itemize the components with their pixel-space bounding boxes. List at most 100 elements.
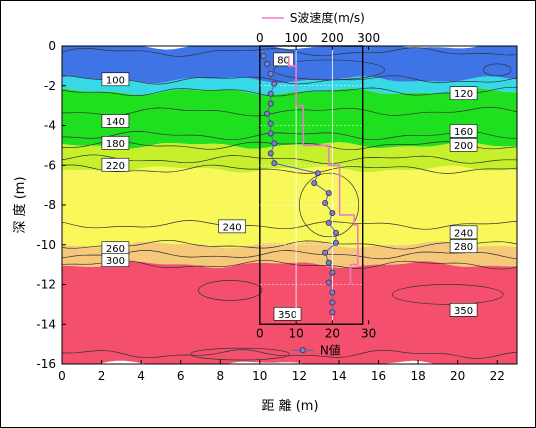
contour-label-box <box>218 219 246 234</box>
n-value-point <box>325 190 332 197</box>
n-value-point <box>322 249 329 256</box>
x-axis-ticks: 0 2 4 6 8 10 12 14 16 18 20 22 <box>58 360 505 383</box>
contour-loop <box>273 59 385 81</box>
n-value-point <box>325 279 332 286</box>
contour-label: 350 <box>454 306 473 317</box>
n-value-point <box>267 70 274 77</box>
contour-label-box <box>449 138 478 152</box>
contour-line <box>62 349 517 359</box>
y-tick-label: -4 <box>44 119 56 133</box>
contour-label-box <box>449 86 478 100</box>
contour-band <box>62 165 517 249</box>
contour-label-box <box>449 124 478 138</box>
n-value-point <box>311 180 318 187</box>
y-tick-label: -8 <box>44 198 56 212</box>
n-value-point <box>325 219 332 226</box>
x-tick-label: 10 <box>252 369 267 383</box>
contour-band <box>62 141 517 173</box>
contour-label: 220 <box>106 161 125 172</box>
legend-vs-label: S波速度(m/s) <box>290 10 365 25</box>
contour-label-box <box>449 225 478 240</box>
contour-loop <box>483 63 512 77</box>
n-value-point <box>332 229 339 236</box>
contour-line <box>62 47 517 57</box>
n-value-point <box>314 170 321 177</box>
contour-label: 80 <box>277 55 290 66</box>
contour-label: 240 <box>223 222 242 233</box>
n-value-point <box>325 259 332 266</box>
inset-box <box>259 45 364 325</box>
y-tick-label: -14 <box>36 317 56 331</box>
contour-label-box <box>273 307 302 321</box>
x-axis-label: 距 離 (m) <box>261 399 318 414</box>
contour-label-box <box>101 114 130 128</box>
n-value-point <box>267 130 274 137</box>
contour-bands <box>62 46 517 364</box>
contour-label-box <box>101 136 130 150</box>
legend-n-swatch-point <box>299 347 306 354</box>
x-tick-label: 0 <box>58 369 66 383</box>
contour-label-box <box>449 303 478 317</box>
x-tick-label: 18 <box>410 369 425 383</box>
x-tick-label: 14 <box>331 369 346 383</box>
contour-label: 100 <box>106 75 125 86</box>
x-tick-label: 22 <box>490 369 505 383</box>
contour-label: 260 <box>106 244 125 255</box>
y-tick-label: 0 <box>48 39 56 53</box>
y-tick-label: -16 <box>36 357 56 371</box>
inset-top-tick-label: 300 <box>357 31 380 45</box>
contour-loop <box>392 284 504 305</box>
inset-top-tick-label: 0 <box>256 31 264 45</box>
n-value-point <box>329 309 336 316</box>
x-tick-label: 12 <box>292 369 307 383</box>
x-tick-label: 16 <box>371 369 386 383</box>
inset-top-tick-label: 100 <box>285 31 308 45</box>
n-value-point <box>322 200 329 207</box>
contour-label: 200 <box>454 141 473 152</box>
n-value-point <box>329 289 336 296</box>
contour-band <box>62 88 517 149</box>
contour-label: 140 <box>106 117 125 128</box>
x-tick-label: 2 <box>98 369 106 383</box>
contour-label: 180 <box>106 139 125 150</box>
inset-profile: 0 100 200 300 0 10 20 30 S波速度(m/s) N値 <box>256 10 380 357</box>
contour-label-box <box>101 157 130 172</box>
inset-bottom-tick-label: 20 <box>325 326 340 340</box>
y-axis-ticks: 0 -2 -4 -6 -8 -10 -12 -14 -16 <box>36 39 66 371</box>
n-value-point <box>260 52 267 59</box>
n-value-point <box>267 90 274 97</box>
contour-label: 300 <box>106 256 125 267</box>
vs-profile-line <box>288 55 359 285</box>
n-value-point <box>264 60 271 67</box>
n-value-point <box>329 269 336 276</box>
y-tick-label: -2 <box>44 79 56 93</box>
n-value-point <box>271 160 278 167</box>
inset-bottom-tick-label: 0 <box>256 326 264 340</box>
contour-line <box>62 106 517 117</box>
n-value-point <box>271 80 278 87</box>
contour-loop <box>299 172 360 238</box>
contour-label-box <box>101 72 130 87</box>
n-value-point <box>267 120 274 127</box>
n-value-point <box>332 239 339 246</box>
n-value-point <box>267 100 274 107</box>
inset-top-tick-label: 200 <box>321 31 344 45</box>
contour-line <box>62 220 517 230</box>
contour-label: 240 <box>454 228 473 239</box>
y-tick-label: -12 <box>36 278 56 292</box>
n-value-point <box>271 140 278 147</box>
contour-label: 160 <box>454 127 473 138</box>
n-value-point <box>264 110 271 117</box>
legend-n-label: N値 <box>320 342 341 357</box>
x-tick-label: 8 <box>216 369 224 383</box>
x-tick-label: 20 <box>450 369 465 383</box>
y-tick-label: -6 <box>44 158 56 172</box>
contour-loop <box>190 347 290 361</box>
n-value-point <box>267 150 274 157</box>
n-value-point <box>329 209 336 216</box>
x-tick-label: 4 <box>137 369 145 383</box>
contour-labels: 80 100 120 140 160 180 200 220 240 240 260 280 300 35… <box>101 52 478 321</box>
inset-bottom-tick-label: 30 <box>361 326 376 340</box>
contour-label-box <box>101 253 130 267</box>
